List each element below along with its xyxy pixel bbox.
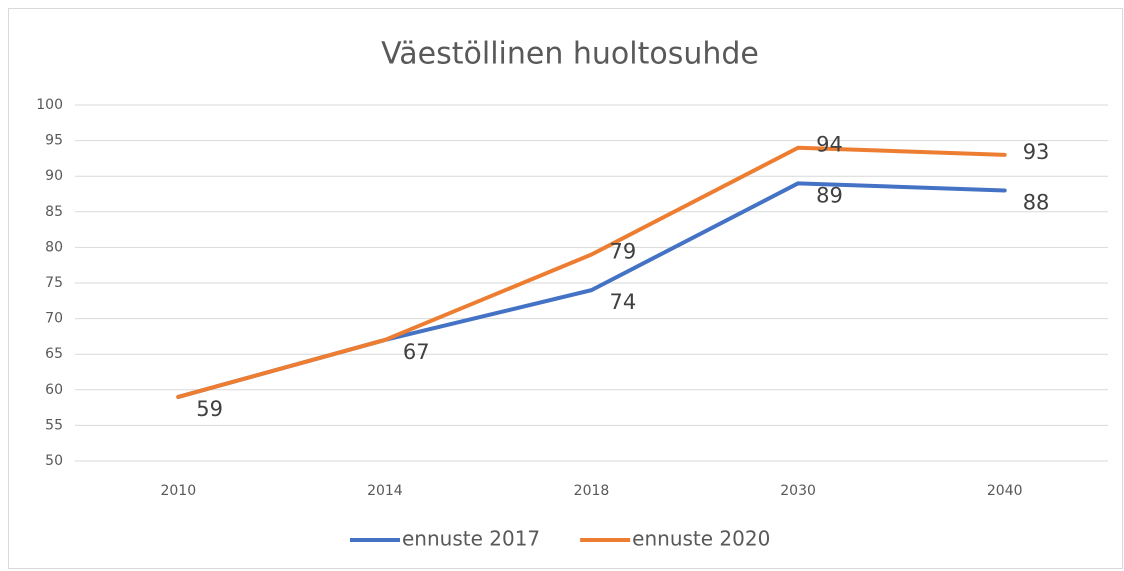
x-tick-label: 2014 (367, 483, 403, 499)
chart-title: Väestöllinen huoltosuhde (381, 37, 759, 72)
x-tick-label: 2040 (987, 483, 1023, 499)
y-tick-label: 90 (45, 168, 63, 184)
y-tick-label: 65 (45, 346, 63, 362)
y-tick-label: 95 (45, 133, 63, 149)
data-label: 89 (816, 183, 843, 207)
data-label: 79 (610, 240, 637, 264)
x-tick-label: 2030 (780, 483, 816, 499)
y-tick-label: 50 (45, 453, 63, 469)
series-line (176, 145, 1007, 399)
data-label: 93 (1023, 140, 1050, 164)
x-tick-label: 2010 (160, 483, 196, 499)
legend-label: ennuste 2017 (402, 527, 540, 551)
chart-border (8, 8, 1123, 569)
data-label: 88 (1023, 190, 1050, 214)
data-label: 59 (196, 397, 223, 421)
legend-label: ennuste 2020 (632, 527, 770, 551)
data-label: 67 (403, 340, 430, 364)
data-label: 94 (816, 133, 843, 157)
y-tick-label: 80 (45, 239, 63, 255)
y-tick-label: 85 (45, 204, 63, 220)
y-tick-label: 70 (45, 311, 63, 327)
data-label: 74 (610, 290, 637, 314)
y-tick-label: 100 (36, 97, 63, 113)
y-tick-label: 60 (45, 382, 63, 398)
y-tick-label: 55 (45, 417, 63, 433)
x-tick-label: 2018 (574, 483, 610, 499)
y-tick-label: 75 (45, 275, 63, 291)
